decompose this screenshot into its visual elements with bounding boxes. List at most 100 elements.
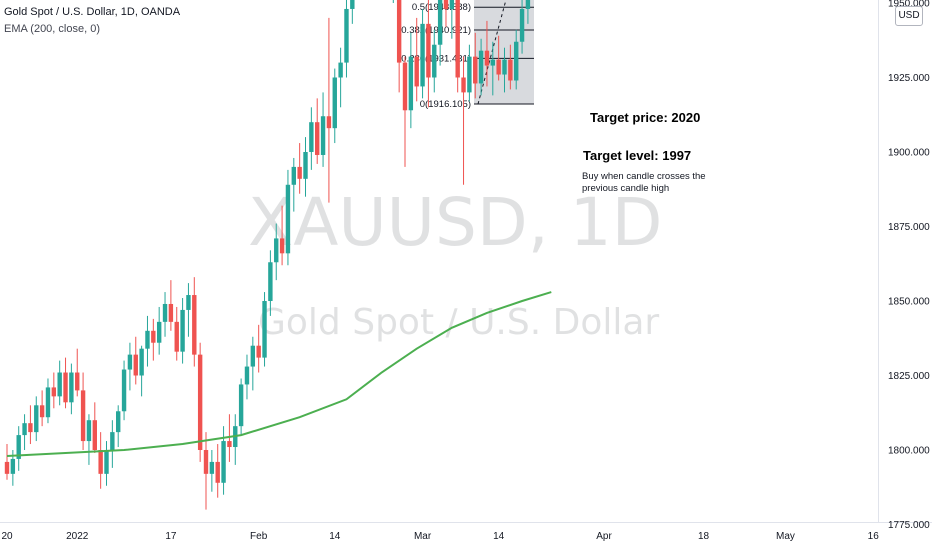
candle-body [174,321,179,352]
candle-body [197,354,203,450]
buy-note-line2[interactable]: previous candle high [582,183,669,194]
time-tick-label: 17 [165,531,177,542]
candle-body [86,420,92,442]
candle-body [315,122,320,155]
candle-body [525,0,531,9]
price-axis[interactable]: 1775.000 1800.000 1825.000 1850.000 1875.000… [888,0,930,531]
candle-body [209,461,215,474]
candle-body [279,238,285,254]
price-tick-label: 1950.000 [888,0,930,10]
time-tick-label: 14 [329,531,341,542]
candle-body [274,238,279,263]
candle-body [309,122,314,152]
candle-body [63,372,68,403]
candle-body [80,390,86,442]
candle-body [22,423,27,436]
currency-button[interactable]: USD [895,6,923,26]
candle-body [28,423,33,433]
candle-body [244,366,250,385]
candle-body [10,458,16,474]
candle-body [303,152,308,179]
price-tick-label: 1850.000 [888,297,930,308]
candle-body [203,450,209,474]
time-tick-label: Feb [250,531,268,542]
candle-body [133,354,138,376]
candle-body [98,450,103,474]
candle-body [291,166,296,185]
candle-body [396,0,402,63]
target-level-label[interactable]: Target level: 1997 [583,148,691,163]
candle-body [45,387,51,418]
candle-body [16,435,21,459]
target-price-label[interactable]: Target price: 2020 [590,110,700,125]
time-tick-label: 20 [1,531,13,542]
candle-body [420,23,425,87]
candle-body [250,345,256,367]
candle-body [443,0,449,9]
indicator-legend[interactable]: EMA (200, close, 0) [4,23,100,35]
candle-body [414,56,419,87]
price-tick-label: 1775.000 [888,520,930,531]
candle-body [145,330,150,349]
candle-body [344,8,349,63]
candle-body [350,0,355,9]
candle-body [478,50,484,84]
candle-body [4,461,10,474]
candle-body [320,116,326,155]
candle-body [168,303,174,322]
candle-body [39,405,45,418]
candle-body [116,411,121,433]
ema-indicator[interactable] [6,291,552,457]
candle-body [69,372,74,403]
candle-body [514,41,519,81]
fib-level-label: 0(1916.105) [420,99,471,110]
candle-body [449,0,455,9]
candle-body [519,8,525,42]
candle-body [268,262,273,301]
candle-body [326,116,332,129]
candle-body [467,56,472,93]
drawings[interactable]: Target price: 2020 Target level: 1997 Bu… [522,0,706,194]
buy-note-line1[interactable]: Buy when candle crosses the [582,171,706,182]
time-tick-label: Apr [596,531,612,542]
time-tick-label: 14 [493,531,505,542]
candle-body [508,59,513,81]
price-tick-label: 1800.000 [888,446,930,457]
candle-body [408,56,414,111]
candle-body [437,0,443,45]
candle-body [127,354,133,370]
candle-body [461,77,466,93]
time-tick-label: 2022 [66,531,89,542]
candle-body [156,321,162,343]
time-tick-label: Mar [414,531,432,542]
candle-body [473,56,478,84]
time-tick-label: 18 [698,531,710,542]
candle-body [92,420,97,450]
candle-body [34,405,39,433]
watermark-symbol: XAUUSD, 1D [248,184,662,261]
candle-body [221,441,226,483]
candle-body [57,372,62,397]
ema-line[interactable] [6,291,552,457]
candle-body [402,62,408,111]
candle-body [285,184,291,254]
candle-body [338,62,343,78]
candle-body [332,77,337,129]
candle-body [502,59,507,75]
candle-body [162,303,168,322]
price-tick-label: 1900.000 [888,148,930,159]
candle-body [75,372,80,391]
candle-body [192,295,197,355]
candle-body [484,50,490,66]
candle-body [227,441,232,448]
time-axis[interactable]: 20202217Feb14Mar14Apr18May16Jun20 [1,531,932,542]
candle-body [426,23,431,78]
candle-body [186,295,191,310]
candle-body [151,330,156,343]
candle-body [104,450,109,474]
candle-body [121,369,127,412]
candle-body [496,59,501,75]
price-tick-label: 1875.000 [888,222,930,233]
candle-body [262,301,267,358]
